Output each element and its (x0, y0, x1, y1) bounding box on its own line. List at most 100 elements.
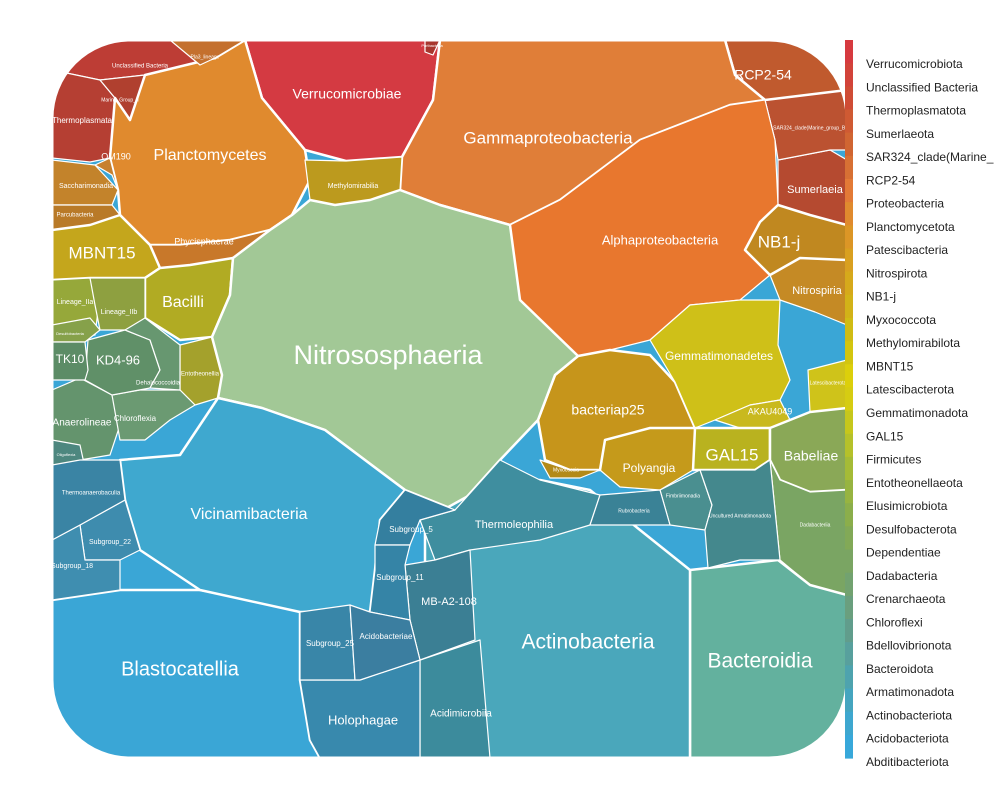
treemap-cell (419, 639, 491, 758)
cell-label: Dehalococcoidia (136, 381, 181, 387)
cell-label: Desulfobacteria (56, 331, 85, 336)
legend-entry-label: Verrucomicrobiota (866, 57, 963, 71)
legend-entry-label: Crenarchaeota (866, 592, 946, 606)
legend-color-swatch (845, 734, 853, 759)
treemap-cell (169, 40, 246, 66)
treemap-cell (424, 40, 441, 56)
cell-label: Dadabacteriia (800, 522, 831, 528)
treemap-cell (743, 203, 847, 277)
legend-entry-label: MBNT15 (866, 360, 914, 374)
cell-label: Parcubacteria (56, 213, 94, 219)
cell-label: NB1-j (758, 232, 801, 251)
treemap-cell (649, 299, 791, 429)
legend-color-swatch (845, 456, 853, 481)
legend-color-swatch (845, 178, 853, 203)
cell-label: AKAU4049 (748, 406, 793, 416)
legend-entry-label: Firmicutes (866, 453, 921, 467)
cell-label: SAR324_clade(Marine_group_B) (773, 125, 847, 131)
legend-entry-label: Latescibacterota (866, 383, 954, 397)
cell-label: Marine_Group_II (101, 97, 139, 103)
treemap-cell (210, 188, 580, 512)
cell-label: Thermoplasmata (52, 116, 113, 125)
treemap-cell (807, 359, 847, 413)
legend-entry-label: Sumerlaeota (866, 127, 934, 141)
cell-label: Methylomirabilia (328, 183, 379, 190)
legend-color-swatch (845, 711, 853, 736)
cell-label: Acidobacteriae (360, 632, 413, 641)
cell-label: Babeliae (784, 448, 839, 464)
legend-entry-label: GAL15 (866, 429, 904, 443)
cell-label: MBNT15 (68, 243, 135, 262)
legend-color-swatch (845, 271, 853, 296)
treemap-cell (52, 317, 101, 343)
legend-entry-label: Bdellovibrionota (866, 639, 952, 653)
treemap-cell (52, 341, 89, 381)
cell-label: Myxococcia (553, 467, 579, 473)
cell-label: GAL15 (706, 445, 759, 464)
legend-entry-label: Armatimonadota (866, 685, 954, 699)
treemap-cell (124, 317, 181, 391)
legend-color-swatch (845, 619, 853, 643)
cell-label: Chloroflexia (114, 414, 157, 423)
legend-color-swatch (845, 202, 853, 226)
legend-color-swatch (845, 642, 853, 666)
cell-label: Anaerolineae (53, 418, 112, 429)
cell-label: Gemmatimonadetes (665, 349, 773, 363)
cell-label: Subgroup_22 (89, 539, 131, 546)
legend-color-swatch (845, 480, 853, 504)
legend-entry-label: Acidobacteriota (866, 732, 949, 746)
cell-label: Acidimicrobiia (430, 709, 492, 720)
cell-label: Pla3_lineage (191, 54, 220, 60)
legend-color-swatch (845, 526, 853, 551)
cell-label: Poribacteria (421, 43, 443, 48)
legend: Verrucomicrobiota Unclassified Bacteria Th… (845, 40, 994, 769)
cell-label: bacteriap25 (571, 402, 644, 418)
cell-label: Vicinamibacteria (190, 506, 307, 523)
legend-entry-label: Patescibacteria (866, 243, 948, 257)
cell-label: Thermoanaerobaculia (62, 491, 121, 497)
legend-color-swatch (845, 595, 853, 620)
legend-color-swatch (845, 155, 853, 180)
legend-entry-label: Bacteroidota (866, 662, 934, 676)
cell-label: Lineage_IIa (57, 299, 94, 306)
cell-label: Subgroup_18 (51, 563, 93, 570)
legend-entry-label: SAR324_clade(Marine_ (866, 150, 994, 164)
legend-entry-label: Dependentiae (866, 546, 941, 560)
cell-label: Blastocatellia (121, 658, 240, 680)
legend-color-swatch (845, 40, 853, 64)
legend-entry-label: RCP2-54 (866, 173, 916, 187)
legend-entry-label: NB1-j (866, 290, 896, 304)
cell-label: Thermoleophilia (475, 519, 554, 531)
cell-label: Polyangia (623, 461, 676, 475)
cell-label: Gammaproteobacteria (463, 128, 633, 147)
legend-color-swatch (845, 225, 853, 250)
legend-color-swatch (845, 109, 853, 134)
legend-entry-label: Methylomirabilota (866, 336, 960, 350)
cell-label: Saccharimonadia (59, 183, 113, 190)
legend-color-swatch (845, 364, 853, 389)
treemap-cell (688, 558, 847, 758)
cell-label: Lineage_IIb (101, 309, 138, 316)
cell-label: TK10 (56, 352, 85, 366)
treemap-cell (111, 389, 196, 441)
legend-color-swatch (845, 294, 853, 319)
cell-label: Subgroup_11 (376, 573, 424, 582)
legend-entry-label: Unclassified Bacteria (866, 80, 978, 94)
cell-label: Nitrospiria (792, 285, 842, 297)
legend-entry-label: Planctomycetota (866, 220, 955, 234)
cell-label: Subgroup_25 (306, 639, 355, 648)
cell-label: Verrucomicrobiae (293, 86, 402, 102)
legend-entry-label: Chloroflexi (866, 615, 923, 629)
legend-entry-label: Proteobacteria (866, 197, 944, 211)
legend-color-swatch (845, 248, 853, 273)
cell-label: Nitrososphaeria (293, 340, 483, 370)
legend-color-swatch (845, 387, 853, 412)
cell-label: Unclassified Bacteria (112, 64, 169, 70)
cell-label: Entotheonellia (181, 372, 220, 378)
treemap-cell (589, 489, 671, 526)
cell-label: Bacilli (162, 294, 204, 311)
cell-label: Uncultured Armatimonadota (709, 513, 771, 519)
legend-color-swatch (845, 341, 853, 365)
legend-color-swatch (845, 688, 853, 713)
